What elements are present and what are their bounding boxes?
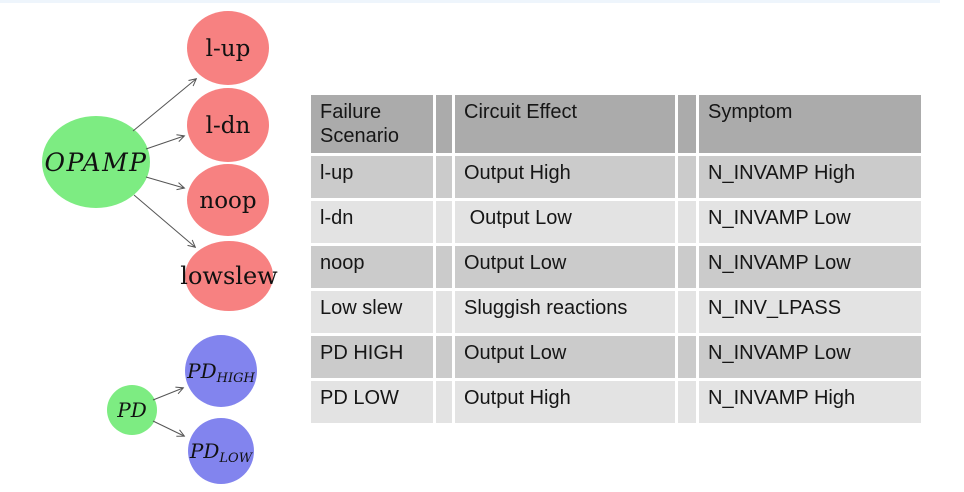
label-pd-low: PDLOW (189, 439, 254, 466)
node-opamp (42, 116, 150, 208)
symptom-cell: N_INVAMP Low (699, 246, 921, 288)
header-spacer-cell (436, 95, 452, 153)
failure-table: Failure Scenario Circuit Effect Symptom … (308, 92, 924, 426)
effect-cell: Sluggish reactions (455, 291, 675, 333)
spacer-cell (436, 381, 452, 423)
spacer-cell (436, 336, 452, 378)
edge-pd-pd-high (152, 388, 183, 401)
table-row: PD LOW Output High N_INVAMP High (311, 381, 921, 423)
label-pd-low-main: PD (189, 439, 220, 463)
node-noop (187, 164, 269, 236)
top-edge-highlight (0, 0, 940, 3)
edge-opamp-lowslew (133, 194, 195, 247)
edge-opamp-l-up (132, 79, 196, 132)
table-row: l-dn Output Low N_INVAMP Low (311, 201, 921, 243)
symptom-cell: N_INVAMP High (699, 156, 921, 198)
spacer-cell (436, 201, 452, 243)
table-row: noop Output Low N_INVAMP Low (311, 246, 921, 288)
effect-cell: Output Low (455, 201, 675, 243)
header-cell-symptom: Symptom (699, 95, 921, 153)
spacer-cell (678, 156, 696, 198)
label-l-up: l-up (206, 36, 251, 62)
node-l-up (187, 11, 269, 85)
symptom-cell: N_INVAMP Low (699, 336, 921, 378)
scenario-cell: l-dn (311, 201, 433, 243)
symptom-cell: N_INVAMP High (699, 381, 921, 423)
scenario-cell: Low slew (311, 291, 433, 333)
spacer-cell (678, 201, 696, 243)
label-l-dn: l-dn (206, 113, 251, 139)
table-header-row: Failure Scenario Circuit Effect Symptom (311, 95, 921, 153)
effect-cell: Output High (455, 381, 675, 423)
table-row: l-up Output High N_INVAMP High (311, 156, 921, 198)
scenario-cell: l-up (311, 156, 433, 198)
label-pd-high: PDHIGH (186, 359, 255, 386)
spacer-cell (678, 381, 696, 423)
label-noop: noop (199, 188, 256, 214)
failure-table-container: Failure Scenario Circuit Effect Symptom … (308, 92, 924, 426)
edge-opamp-l-dn (145, 136, 184, 150)
effect-cell: Output High (455, 156, 675, 198)
fault-tree-svg: OPAMP l-up l-dn noop lowslew PD PDHIGH P… (42, 11, 278, 484)
node-pd (107, 385, 157, 435)
symptom-cell: N_INV_LPASS (699, 291, 921, 333)
spacer-cell (436, 156, 452, 198)
scenario-cell: noop (311, 246, 433, 288)
fault-tree-diagram: OPAMP l-up l-dn noop lowslew PD PDHIGH P… (0, 0, 310, 492)
node-lowslew (185, 241, 273, 311)
label-lowslew: lowslew (180, 262, 278, 290)
label-pd-high-main: PD (186, 359, 217, 383)
node-pd-low (188, 418, 254, 484)
effect-cell: Output Low (455, 336, 675, 378)
node-l-dn (187, 88, 269, 162)
label-pd-high-sub: HIGH (216, 371, 256, 386)
table-row: PD HIGH Output Low N_INVAMP Low (311, 336, 921, 378)
edge-pd-pd-low (152, 420, 184, 436)
scenario-cell: PD HIGH (311, 336, 433, 378)
scenario-cell: PD LOW (311, 381, 433, 423)
label-pd-low-sub: LOW (218, 451, 253, 466)
symptom-cell: N_INVAMP Low (699, 201, 921, 243)
effect-cell: Output Low (455, 246, 675, 288)
header-spacer-cell (678, 95, 696, 153)
label-opamp: OPAMP (45, 148, 148, 177)
spacer-cell (678, 246, 696, 288)
header-cell-failure-scenario: Failure Scenario (311, 95, 433, 153)
spacer-cell (436, 291, 452, 333)
spacer-cell (678, 336, 696, 378)
node-pd-high (185, 335, 257, 407)
spacer-cell (436, 246, 452, 288)
label-pd: PD (116, 398, 147, 422)
edge-opamp-noop (145, 176, 184, 188)
table-row: Low slew Sluggish reactions N_INV_LPASS (311, 291, 921, 333)
spacer-cell (678, 291, 696, 333)
header-cell-circuit-effect: Circuit Effect (455, 95, 675, 153)
